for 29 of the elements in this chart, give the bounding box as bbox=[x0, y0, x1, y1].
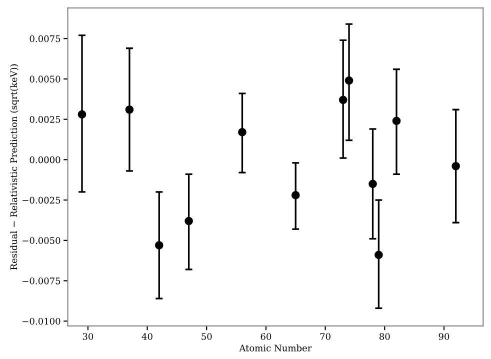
y-tick-label: 0.0050 bbox=[30, 76, 60, 82]
y-tick-label: −0.0025 bbox=[22, 196, 60, 204]
point bbox=[338, 96, 348, 104]
point bbox=[78, 110, 86, 119]
y-tick-label: 0.0000 bbox=[30, 156, 60, 164]
y-tick-label: 0.0025 bbox=[30, 116, 60, 123]
x-axis-title: Atomic Number bbox=[239, 344, 312, 352]
x-tick-label: 80 bbox=[380, 333, 390, 340]
point bbox=[374, 250, 383, 260]
x-tick-label: 90 bbox=[438, 333, 450, 340]
point bbox=[125, 105, 134, 114]
x-tick-label: 30 bbox=[82, 333, 94, 340]
point bbox=[291, 191, 300, 200]
x-tick-label: 40 bbox=[142, 333, 152, 340]
y-axis-title: Residual − Relativistic Prediction (sqrt(keV)) bbox=[10, 64, 19, 270]
point bbox=[368, 180, 377, 188]
y-tick-label: 0.0075 bbox=[30, 35, 60, 42]
point bbox=[184, 216, 193, 226]
point bbox=[392, 116, 401, 126]
point bbox=[154, 241, 164, 250]
y-tick-label: −0.0100 bbox=[22, 318, 60, 325]
point bbox=[344, 76, 354, 85]
y-tick-label: −0.0050 bbox=[22, 237, 60, 244]
x-tick-label: 70 bbox=[320, 333, 330, 340]
x-tick-label: 50 bbox=[202, 333, 212, 340]
point bbox=[452, 162, 460, 170]
x-tick-label: 60 bbox=[260, 333, 272, 340]
point bbox=[238, 128, 246, 136]
y-tick-label: −0.0075 bbox=[22, 277, 60, 284]
